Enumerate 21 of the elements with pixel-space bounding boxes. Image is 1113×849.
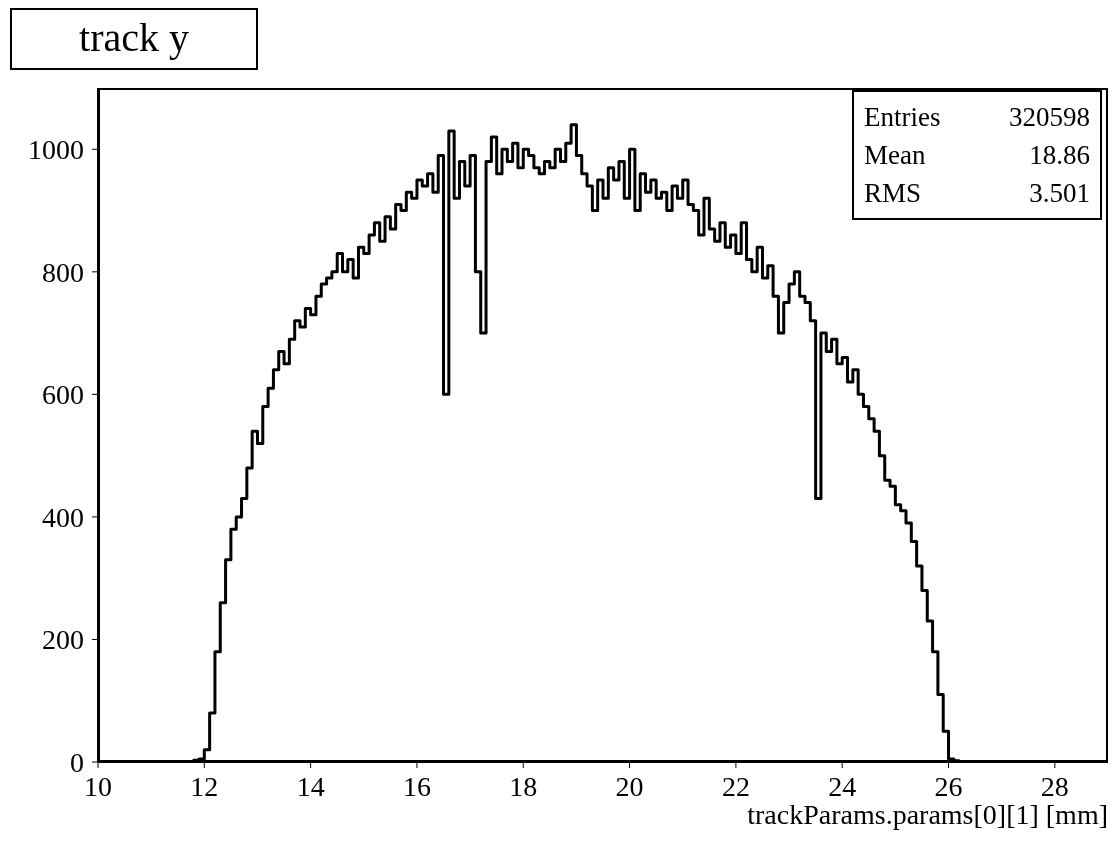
- y-tick-label: 0: [70, 746, 84, 778]
- y-tick-label: 400: [42, 501, 84, 533]
- x-tick-label: 20: [615, 770, 644, 802]
- x-tick-label: 12: [190, 770, 219, 802]
- y-tick-label: 600: [42, 379, 84, 411]
- text: Mean 18.86: [864, 140, 1090, 170]
- x-tick-label: 28: [1040, 770, 1069, 802]
- x-tick-label: 18: [509, 770, 538, 802]
- x-axis-title: trackParams.params[0][1] [mm]: [747, 799, 1108, 830]
- x-tick-label: 10: [84, 770, 112, 802]
- chart-title: track y: [10, 8, 258, 70]
- text: Entries 320598: [864, 102, 1090, 132]
- x-tick-label: 22: [721, 770, 750, 802]
- x-tick-label: 26: [934, 770, 963, 802]
- y-tick-label: 800: [42, 256, 84, 288]
- text: RMS 3.501: [864, 178, 1090, 208]
- y-tick-label: 200: [42, 624, 84, 656]
- x-tick-label: 16: [402, 770, 431, 802]
- x-tick-label: 14: [296, 770, 325, 802]
- y-tick-label: 1000: [28, 134, 84, 166]
- x-tick-label: 24: [828, 770, 857, 802]
